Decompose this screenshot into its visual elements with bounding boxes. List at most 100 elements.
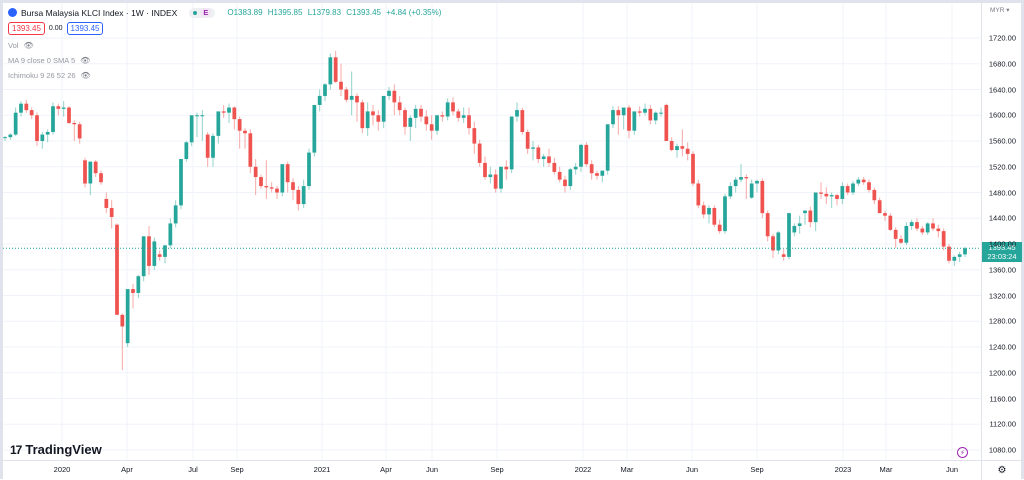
candle bbox=[675, 143, 679, 158]
candle bbox=[909, 219, 914, 230]
candle bbox=[461, 107, 466, 123]
candle bbox=[899, 235, 903, 245]
time-tick-label: 2021 bbox=[313, 465, 331, 474]
price-tick-label: 1320.00 bbox=[988, 291, 1016, 301]
price-axis[interactable]: MYR ▾ 1393.45 23:03:24 1720.00 1680.00 164… bbox=[981, 3, 1022, 460]
candle bbox=[797, 215, 802, 234]
price-tick-label: 1120.00 bbox=[989, 419, 1016, 429]
candle bbox=[595, 170, 599, 180]
settings-gear-icon[interactable]: ⚙ bbox=[981, 460, 1022, 480]
sell-button[interactable]: 1393.45 bbox=[8, 22, 45, 35]
currency-selector[interactable]: MYR ▾ bbox=[990, 7, 1010, 14]
indicator-ichimoku[interactable]: Ichimoku 9 26 52 26 👁︎ bbox=[8, 70, 444, 80]
candle bbox=[739, 164, 743, 183]
candle bbox=[707, 205, 711, 224]
lightning-icon[interactable]: ⚡︎ bbox=[957, 447, 968, 458]
candle bbox=[163, 245, 167, 264]
candle bbox=[824, 187, 829, 205]
candle bbox=[429, 115, 434, 140]
price-tick-label: 1400.00 bbox=[988, 239, 1016, 249]
ohlc-values: O1383.89 H1395.85 L1379.83 C1393.45 +4.8… bbox=[227, 8, 444, 17]
candlestick-chart[interactable] bbox=[3, 3, 981, 460]
candle bbox=[200, 110, 205, 142]
earnings-badge[interactable]: E bbox=[200, 8, 212, 17]
time-tick-label: Jun bbox=[425, 465, 439, 474]
indicator-ma[interactable]: MA 9 close 0 SMA 5 👁︎ bbox=[8, 55, 444, 65]
candle bbox=[365, 102, 370, 136]
candle bbox=[493, 169, 498, 193]
candle bbox=[88, 161, 93, 196]
market-status[interactable]: E bbox=[189, 7, 216, 18]
candle bbox=[296, 186, 301, 211]
candle bbox=[621, 107, 626, 130]
candle bbox=[205, 131, 210, 167]
time-tick-label: Sep bbox=[490, 465, 504, 474]
candle bbox=[45, 129, 50, 143]
candle bbox=[387, 86, 391, 100]
candle bbox=[685, 142, 690, 161]
candle bbox=[653, 111, 658, 125]
candle bbox=[168, 218, 173, 248]
candle bbox=[573, 162, 578, 175]
candle bbox=[845, 183, 850, 196]
candle bbox=[61, 101, 66, 117]
candle bbox=[696, 179, 701, 208]
candle bbox=[424, 110, 429, 131]
candle bbox=[749, 179, 754, 199]
candle bbox=[744, 174, 749, 199]
candle bbox=[851, 180, 855, 196]
candle bbox=[413, 104, 418, 129]
buy-button[interactable]: 1393.45 bbox=[66, 22, 104, 35]
candle bbox=[840, 182, 845, 205]
symbol-title[interactable]: Bursa Malaysia KLCI Index · 1W · INDEX bbox=[21, 7, 178, 18]
price-tick-label: 1280.00 bbox=[988, 316, 1016, 326]
low-value: L1379.83 bbox=[307, 8, 342, 17]
candle bbox=[957, 251, 962, 263]
candle bbox=[13, 107, 18, 136]
tradingview-logo[interactable]: 17 TradingView bbox=[10, 442, 102, 457]
eye-hidden-icon[interactable]: 👁︎ bbox=[23, 40, 34, 50]
candle bbox=[963, 246, 967, 258]
time-axis[interactable]: 2020 Apr Jul Sep 2021 Apr Jun Sep 2022 Mar Jun Sep 2… bbox=[3, 460, 981, 480]
high-value: H1395.85 bbox=[267, 8, 303, 17]
candle bbox=[24, 99, 29, 113]
candle bbox=[3, 135, 7, 142]
eye-hidden-icon[interactable]: 👁︎ bbox=[80, 70, 91, 80]
candle bbox=[259, 174, 263, 189]
candle bbox=[77, 121, 82, 144]
candle bbox=[771, 233, 775, 259]
candle bbox=[813, 192, 818, 232]
time-tick-label: 2020 bbox=[53, 465, 71, 474]
candle bbox=[435, 115, 439, 135]
candle bbox=[323, 83, 327, 102]
candle bbox=[147, 225, 151, 275]
price-tick-label: 1680.00 bbox=[988, 59, 1016, 69]
eye-hidden-icon[interactable]: 👁︎ bbox=[80, 55, 91, 65]
candle bbox=[29, 107, 34, 120]
candle bbox=[152, 237, 157, 270]
candle bbox=[477, 139, 482, 167]
candle bbox=[333, 50, 338, 84]
open-value: O1383.89 bbox=[227, 8, 263, 17]
candle bbox=[35, 112, 39, 147]
candle bbox=[765, 210, 770, 242]
chart-pane[interactable] bbox=[3, 3, 981, 460]
candle bbox=[883, 210, 887, 221]
candle bbox=[931, 218, 935, 232]
candle bbox=[440, 111, 445, 122]
candle bbox=[915, 218, 919, 232]
time-tick-label: Apr bbox=[380, 465, 392, 474]
candle bbox=[264, 160, 269, 199]
candle bbox=[125, 289, 130, 348]
price-tick-label: 1200.00 bbox=[988, 368, 1016, 378]
price-tick-label: 1440.00 bbox=[988, 213, 1016, 223]
indicator-volume[interactable]: Vol 👁︎ bbox=[8, 40, 444, 50]
candle bbox=[488, 166, 493, 184]
time-tick-label: 2023 bbox=[834, 465, 852, 474]
candle bbox=[877, 197, 882, 214]
candle bbox=[605, 124, 610, 175]
candle bbox=[659, 107, 663, 117]
price-tick-label: 1600.00 bbox=[988, 110, 1016, 120]
time-tick-label: Jun bbox=[945, 465, 959, 474]
spread-value: 0.00 bbox=[48, 25, 63, 32]
